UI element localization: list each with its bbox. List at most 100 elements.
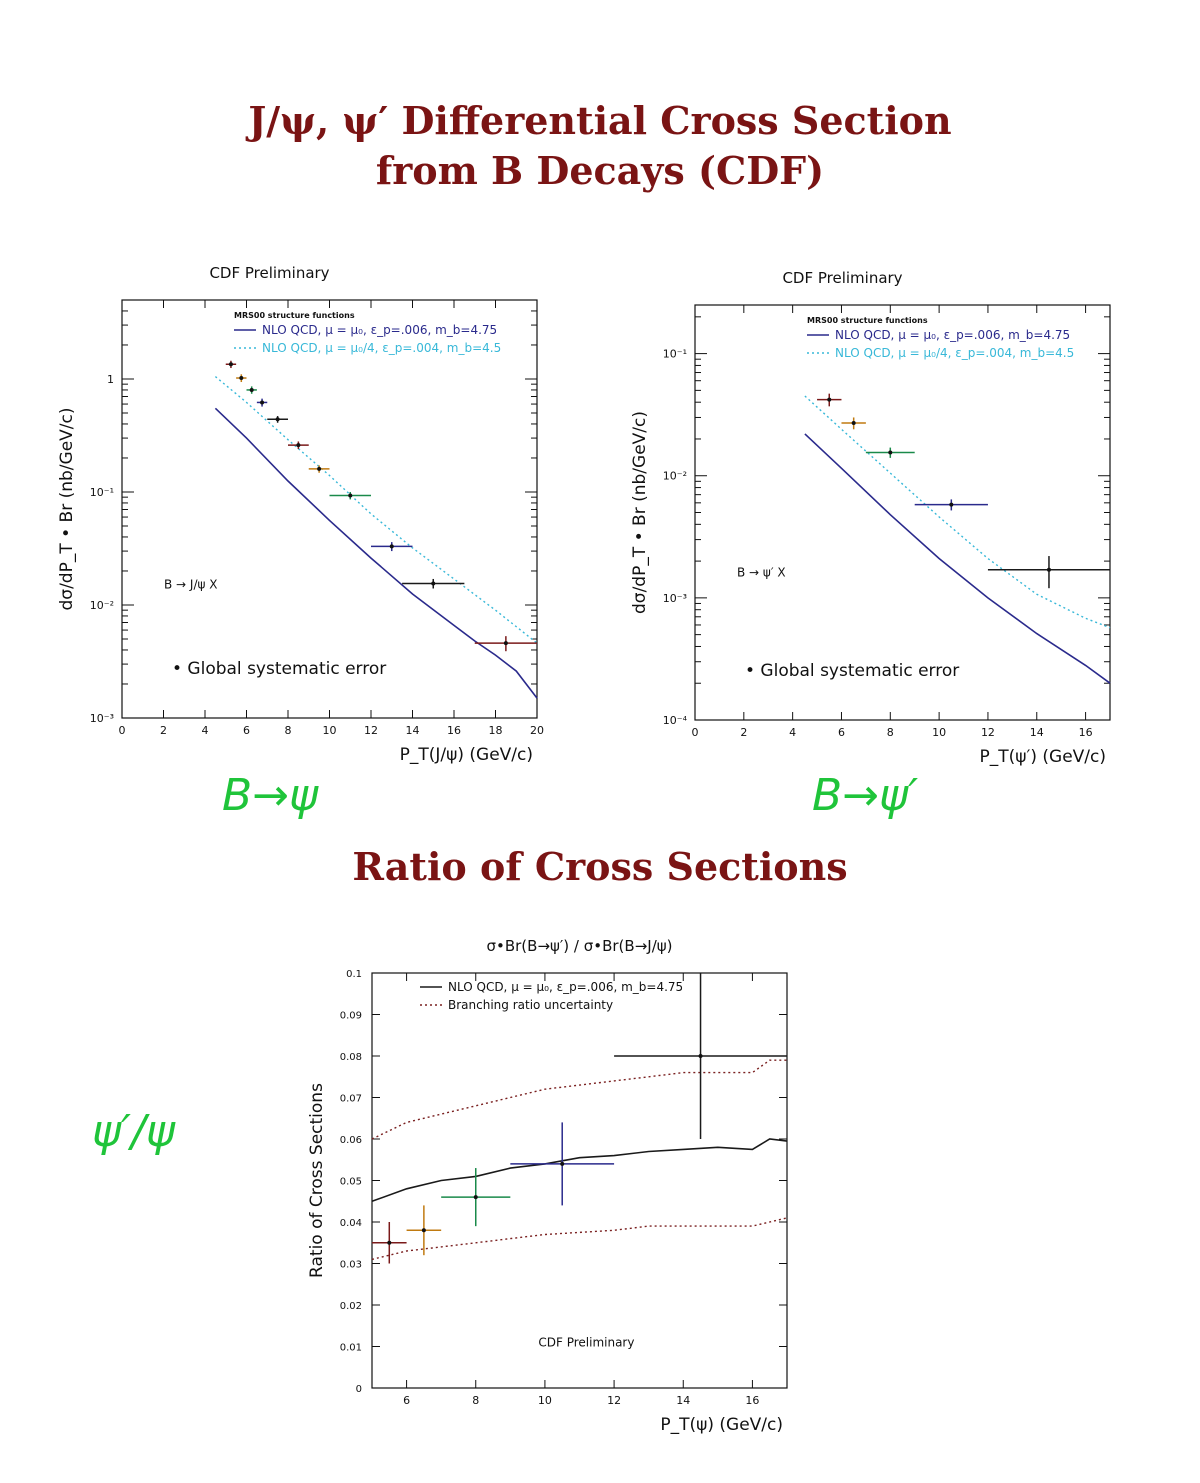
x-tick-label: 8 (285, 724, 292, 737)
y-tick-label: 0.01 (340, 1343, 362, 1354)
chart-b-to-jpsi: CDF Preliminary 0 2 4 6 8 10 12 14 16 18 20 1 10⁻¹ 10⁻… (57, 264, 544, 765)
data-point (841, 417, 866, 430)
x-tick-label: 0 (119, 724, 126, 737)
x-tick-label: 10 (932, 726, 946, 739)
data-point (329, 491, 371, 500)
point-marker (317, 466, 322, 471)
y-tick-label: 0.06 (340, 1135, 362, 1146)
data-point (225, 360, 237, 369)
legend-header: MRS00 structure functions (807, 316, 928, 325)
point-marker (698, 1054, 703, 1058)
point-marker (503, 641, 508, 646)
data-point (510, 1122, 615, 1206)
handwritten-label-b-psiprime: B→ψ′ (812, 770, 919, 821)
x-tick-label: 8 (472, 1394, 479, 1407)
point-marker (473, 1195, 478, 1200)
x-axis-label: P_T(ψ′) (GeV/c) (980, 747, 1106, 767)
chart-annotation: B → ψ′ X (737, 565, 786, 579)
main-title: J/ψ, ψ′ Differential Cross Section from … (0, 96, 1200, 196)
data-point (474, 636, 537, 652)
y-tick-label: 10⁻³ (90, 712, 114, 725)
plot-frame (694, 304, 1111, 721)
chart-ratio: σ•Br(B→ψ′) / σ•Br(B→J/ψ) 6 8 10 12 14 16 0 0.01 0… (307, 937, 788, 1435)
x-tick-label: 4 (202, 724, 209, 737)
x-tick-label: 16 (745, 1394, 759, 1407)
point-marker (421, 1228, 426, 1233)
series-curve (371, 1217, 788, 1261)
y-tick-label: 10⁻¹ (90, 486, 114, 499)
x-tick-label: 14 (1030, 726, 1044, 739)
x-tick-label: 6 (838, 726, 845, 739)
chart-title: CDF Preliminary (209, 264, 329, 282)
data-point (267, 416, 288, 423)
x-tick-label: 2 (740, 726, 747, 739)
data-point (236, 374, 247, 383)
y-axis-label: Ratio of Cross Sections (307, 1083, 327, 1278)
point-marker (239, 376, 244, 381)
legend-label: NLO QCD, μ = μ₀/4, ε_p=.004, m_b=4.5 (262, 341, 501, 355)
plot-frame (371, 972, 788, 1389)
x-axis-label: P_T(J/ψ) (GeV/c) (400, 745, 533, 765)
data-point (288, 441, 309, 450)
y-tick-label: 0.05 (340, 1177, 362, 1188)
y-axis-label: dσ/dP_T • Br (nb/GeV/c) (630, 411, 650, 614)
data-point (441, 1168, 511, 1227)
legend-header: MRS00 structure functions (234, 311, 355, 320)
series-curve (214, 376, 538, 644)
data-point (402, 578, 465, 589)
data-point (817, 393, 842, 407)
x-tick-label: 4 (789, 726, 796, 739)
chart-title: σ•Br(B→ψ′) / σ•Br(B→J/ψ) (486, 937, 672, 955)
series-curve (214, 407, 538, 699)
point-marker (851, 421, 856, 426)
point-marker (949, 502, 954, 507)
data-point (372, 1222, 407, 1264)
data-point (371, 542, 413, 552)
point-marker (296, 443, 301, 448)
x-tick-label: 20 (530, 724, 544, 737)
data-point (246, 386, 257, 394)
x-tick-label: 12 (981, 726, 995, 739)
y-tick-label: 0.03 (340, 1260, 362, 1271)
y-tick-label: 0.1 (346, 969, 362, 980)
x-tick-label: 0 (692, 726, 699, 739)
point-marker (431, 581, 436, 586)
point-marker (827, 397, 832, 402)
main-title-line1: J/ψ, ψ′ Differential Cross Section (248, 98, 952, 143)
data-point (406, 1205, 442, 1256)
x-tick-label: 14 (406, 724, 420, 737)
x-tick-label: 16 (447, 724, 461, 737)
point-marker (888, 450, 893, 455)
x-tick-label: 6 (403, 1394, 410, 1407)
plot-frame (121, 299, 538, 719)
ratio-title: Ratio of Cross Sections (352, 844, 848, 889)
x-tick-label: 8 (887, 726, 894, 739)
data-point (865, 447, 915, 458)
data-point (987, 556, 1110, 589)
point-marker (260, 400, 265, 405)
legend-label: NLO QCD, μ = μ₀, ε_p=.006, m_b=4.75 (262, 323, 497, 337)
y-tick-label: 0.08 (340, 1052, 362, 1063)
y-tick-label: 1 (107, 373, 114, 386)
point-marker (228, 362, 233, 367)
x-tick-label: 10 (323, 724, 337, 737)
data-point (914, 499, 988, 511)
y-tick-label: 0.09 (340, 1011, 362, 1022)
x-tick-label: 10 (538, 1394, 552, 1407)
y-tick-label: 10⁻¹ (663, 348, 687, 361)
y-tick-label: 10⁻² (90, 599, 114, 612)
y-axis-label: dσ/dP_T • Br (nb/GeV/c) (57, 407, 77, 610)
series-curve (804, 395, 1111, 629)
handwritten-label-ratio: ψ′/ψ (92, 1106, 175, 1157)
data-point (614, 973, 787, 1139)
data-point (308, 465, 330, 473)
x-axis-label: P_T(ψ) (GeV/c) (660, 1415, 783, 1435)
chart-annotation: CDF Preliminary (538, 1336, 634, 1350)
y-tick-label: 0.07 (340, 1094, 362, 1105)
systematic-error-note: • Global systematic error (172, 659, 386, 679)
x-tick-label: 2 (160, 724, 167, 737)
series-curve (804, 433, 1111, 684)
legend-label: NLO QCD, μ = μ₀, ε_p=.006, m_b=4.75 (448, 980, 683, 994)
chart-b-to-psiprime: CDF Preliminary 0 2 4 6 8 10 12 14 16 10⁻¹ 10⁻² 10⁻³… (630, 269, 1111, 767)
systematic-error-note: • Global systematic error (745, 661, 959, 681)
